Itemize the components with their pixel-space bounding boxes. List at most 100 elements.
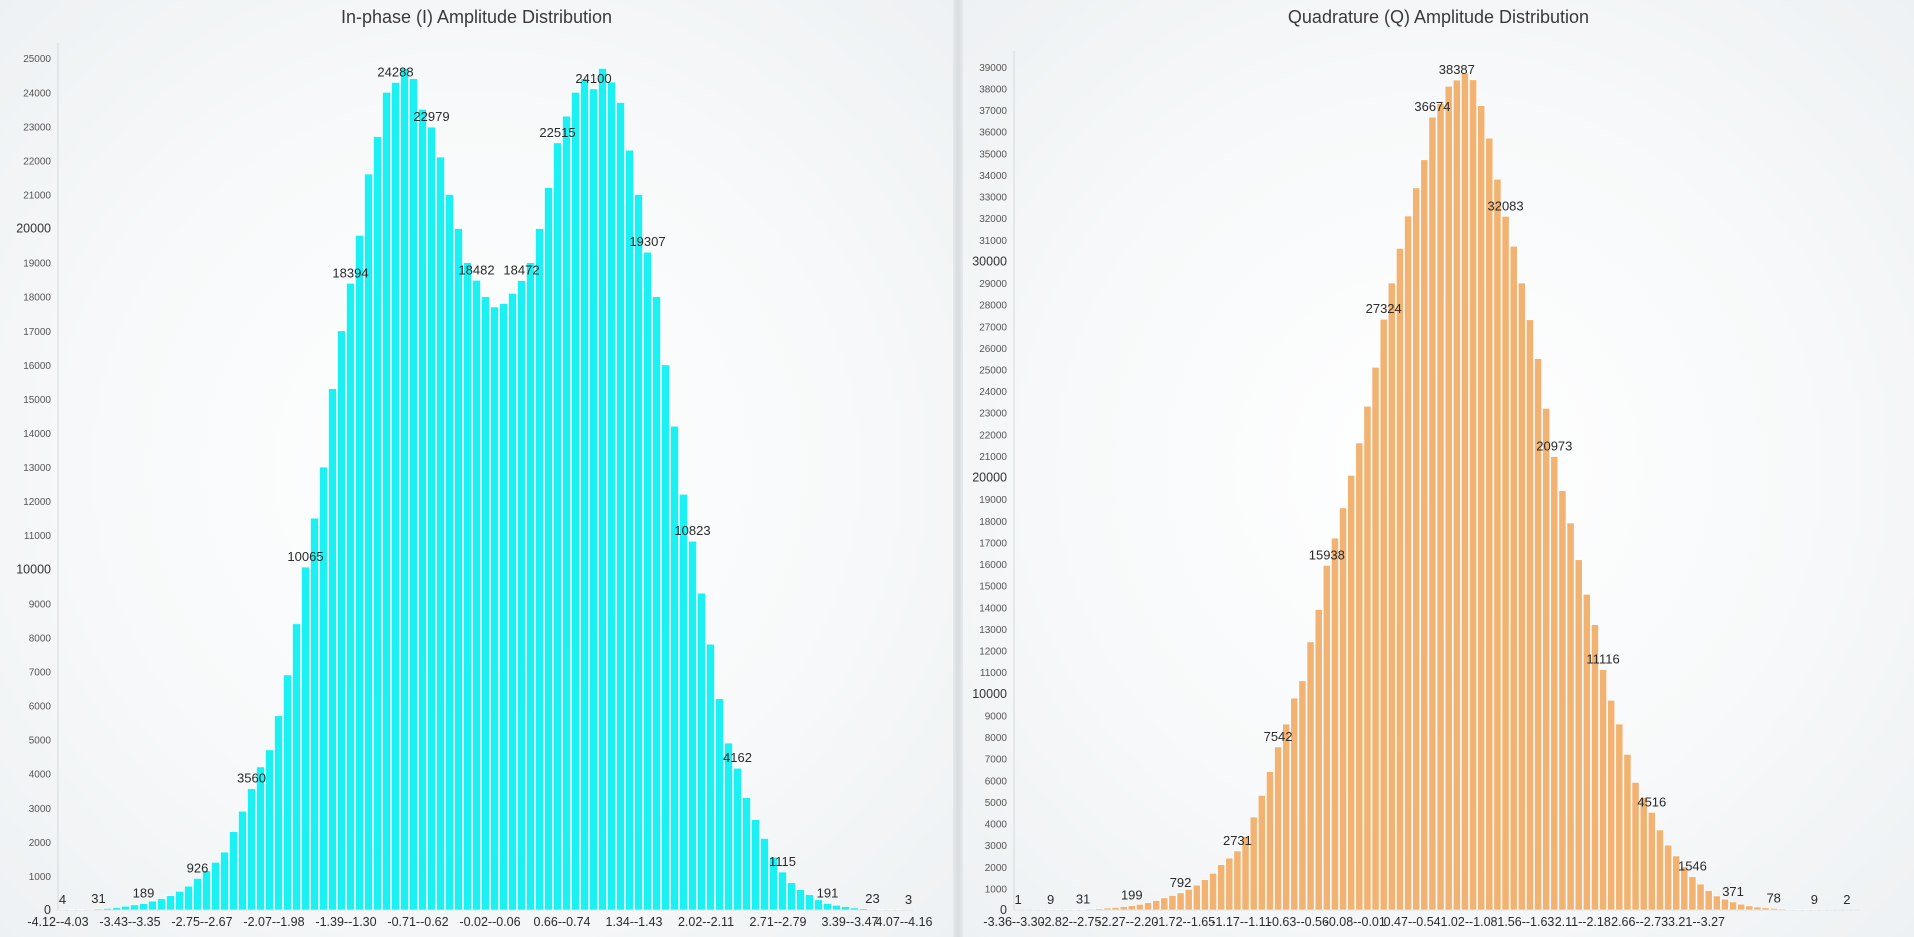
i-bar[interactable] <box>499 303 508 911</box>
q-bar[interactable] <box>1314 609 1323 911</box>
q-bar[interactable] <box>1184 889 1193 911</box>
q-bar[interactable] <box>1209 872 1217 911</box>
q-bar[interactable] <box>1095 908 1104 911</box>
q-bar[interactable] <box>1599 669 1607 911</box>
q-bar[interactable] <box>1664 844 1672 911</box>
i-bar[interactable] <box>859 908 868 911</box>
q-bar[interactable] <box>1534 358 1542 911</box>
i-bar[interactable] <box>400 68 409 911</box>
i-bar[interactable] <box>535 228 544 911</box>
i-bar[interactable] <box>715 698 724 911</box>
i-bar[interactable] <box>589 88 598 911</box>
q-bar[interactable] <box>1331 537 1339 911</box>
i-bar[interactable] <box>544 187 553 911</box>
q-bar[interactable] <box>1591 624 1599 911</box>
q-bar[interactable] <box>1501 216 1510 911</box>
q-bar[interactable] <box>1111 907 1120 911</box>
i-bar[interactable] <box>139 903 148 911</box>
q-bar[interactable] <box>1582 594 1591 911</box>
q-bar[interactable] <box>1144 902 1152 911</box>
i-bar[interactable] <box>112 907 121 911</box>
i-bar[interactable] <box>148 900 157 911</box>
i-bar[interactable] <box>769 856 778 911</box>
i-bar[interactable] <box>436 156 445 911</box>
q-bar[interactable] <box>1241 836 1250 911</box>
i-bar[interactable] <box>355 235 364 911</box>
i-bar[interactable] <box>751 819 760 911</box>
q-bar[interactable] <box>1704 890 1713 911</box>
i-bar[interactable] <box>607 81 616 911</box>
q-bar[interactable] <box>1225 857 1234 911</box>
q-bar[interactable] <box>1786 908 1794 911</box>
i-bar[interactable] <box>706 643 715 911</box>
q-bar[interactable] <box>1469 79 1477 911</box>
q-bar[interactable] <box>1119 906 1128 911</box>
i-bar[interactable] <box>733 767 742 911</box>
q-bar[interactable] <box>1192 884 1201 911</box>
q-bar[interactable] <box>1688 876 1697 911</box>
q-bar[interactable] <box>1274 746 1282 911</box>
i-bar[interactable] <box>796 889 805 911</box>
q-bar[interactable] <box>1266 771 1274 911</box>
q-bar[interactable] <box>1201 879 1209 911</box>
i-bar[interactable] <box>247 788 256 911</box>
q-bar[interactable] <box>1517 282 1526 911</box>
q-bar[interactable] <box>1339 507 1347 911</box>
i-bar[interactable] <box>814 899 823 911</box>
i-bar[interactable] <box>274 715 283 911</box>
i-bar[interactable] <box>427 126 436 911</box>
q-bar[interactable] <box>1461 72 1469 911</box>
i-bar[interactable] <box>598 68 607 911</box>
q-bar[interactable] <box>1371 367 1380 911</box>
i-bar[interactable] <box>679 494 688 911</box>
q-bar[interactable] <box>1680 866 1689 911</box>
q-bar[interactable] <box>1322 565 1331 911</box>
i-bar[interactable] <box>220 851 229 911</box>
i-bar[interactable] <box>724 742 733 911</box>
i-bar[interactable] <box>490 306 499 911</box>
q-bar[interactable] <box>1136 904 1144 911</box>
i-bar[interactable] <box>418 109 427 911</box>
i-bar[interactable] <box>121 905 130 911</box>
q-bar[interactable] <box>1355 442 1364 911</box>
i-bar[interactable] <box>157 898 166 911</box>
i-bar[interactable] <box>310 517 319 911</box>
q-bar[interactable] <box>1282 723 1291 911</box>
q-bar[interactable] <box>1152 900 1161 911</box>
q-bar[interactable] <box>1436 103 1445 911</box>
i-bar[interactable] <box>841 906 850 911</box>
i-bar[interactable] <box>184 885 193 911</box>
i-bar[interactable] <box>265 749 274 911</box>
q-bar[interactable] <box>1217 864 1226 911</box>
i-bar[interactable] <box>742 797 751 911</box>
q-bar[interactable] <box>1176 892 1185 911</box>
i-bar[interactable] <box>661 364 670 911</box>
q-bar[interactable] <box>1493 178 1502 911</box>
i-bar[interactable] <box>85 908 94 911</box>
q-bar[interactable] <box>1672 855 1681 911</box>
q-bar[interactable] <box>1477 105 1486 911</box>
q-bar[interactable] <box>1168 895 1177 911</box>
q-bar[interactable] <box>1574 559 1583 911</box>
q-bar[interactable] <box>1721 898 1729 911</box>
q-bar[interactable] <box>1387 282 1396 911</box>
i-bar[interactable] <box>382 91 391 911</box>
i-bar[interactable] <box>166 895 175 911</box>
i-bar[interactable] <box>517 280 526 911</box>
q-bar[interactable] <box>1615 723 1624 911</box>
i-bar[interactable] <box>364 173 373 911</box>
q-bar[interactable] <box>1233 850 1242 911</box>
q-bar[interactable] <box>1737 903 1746 911</box>
i-bar[interactable] <box>472 279 481 911</box>
i-bar[interactable] <box>202 870 211 911</box>
i-bar[interactable] <box>850 907 859 911</box>
q-bar[interactable] <box>1379 318 1388 911</box>
i-bar[interactable] <box>643 251 652 911</box>
i-bar[interactable] <box>616 102 625 911</box>
i-bar[interactable] <box>688 540 697 911</box>
i-bar[interactable] <box>868 908 877 911</box>
i-bar[interactable] <box>787 882 796 911</box>
i-bar[interactable] <box>193 878 202 911</box>
q-bar[interactable] <box>1079 909 1087 911</box>
q-bar[interactable] <box>1428 116 1437 911</box>
